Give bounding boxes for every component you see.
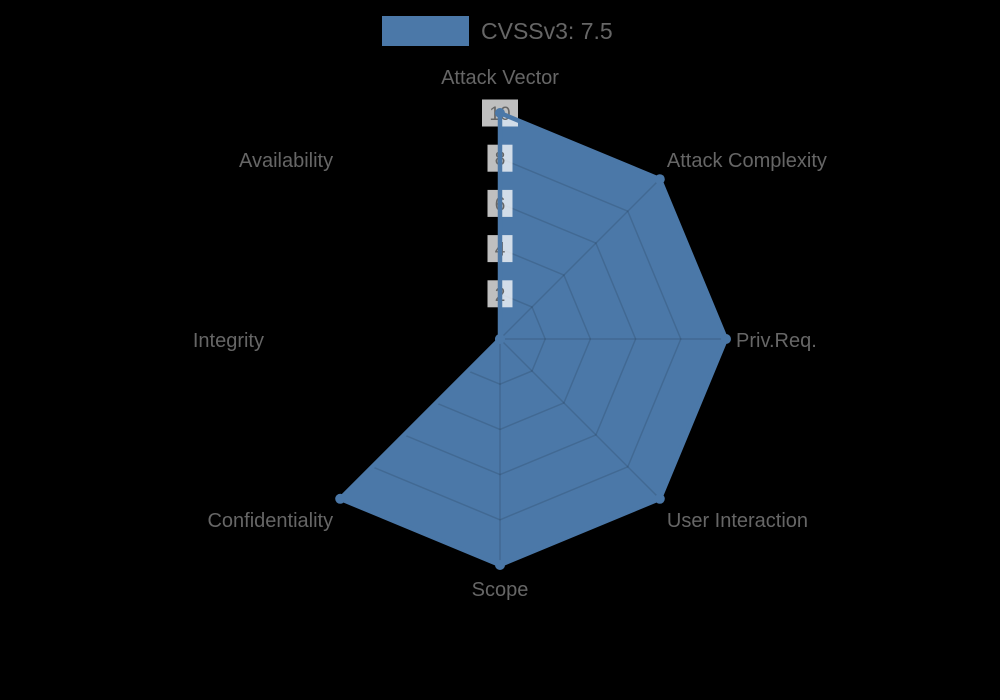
series-fill-layer [340,113,726,565]
vertex-dot-user-interaction[interactable] [654,493,665,504]
grid-ring [453,292,547,386]
vertex-dot-priv-req[interactable] [721,334,731,344]
axis-label-user-interaction: User Interaction [667,510,808,532]
legend[interactable]: CVSSv3: 7.5 [382,16,613,46]
axis-label-confidentiality: Confidentiality [207,510,333,532]
vertex-dot-confidentiality[interactable] [335,493,346,504]
radar-border-polygon [337,110,729,568]
grid-ring [318,157,682,521]
vertex-dot-attack-vector[interactable] [495,108,505,118]
vertex-dot-scope[interactable] [495,560,505,570]
radar-fill-polygon [340,113,726,565]
series-line-layer [335,108,731,570]
axis-spoke [339,178,501,340]
axis-label-availability: Availability [239,150,333,172]
axis-spoke [499,178,661,340]
axis-label-scope: Scope [472,579,529,601]
axis-label-attack-complexity: Attack Complexity [667,150,827,172]
axis-spoke [499,338,661,500]
legend-label: CVSSv3: 7.5 [481,17,613,44]
grid-ring [408,247,592,431]
axis-label-layer: Attack Vector Attack Complexity Priv.Req. U… [193,67,827,601]
grid-ring [363,202,637,476]
vertex-dot-attack-complexity[interactable] [654,174,665,185]
axis-label-integrity: Integrity [193,330,264,352]
vertex-dot-availability[interactable] [495,334,505,344]
axis-label-priv-req: Priv.Req. [736,330,817,352]
axis-label-attack-vector: Attack Vector [441,67,559,89]
legend-swatch [382,16,469,46]
